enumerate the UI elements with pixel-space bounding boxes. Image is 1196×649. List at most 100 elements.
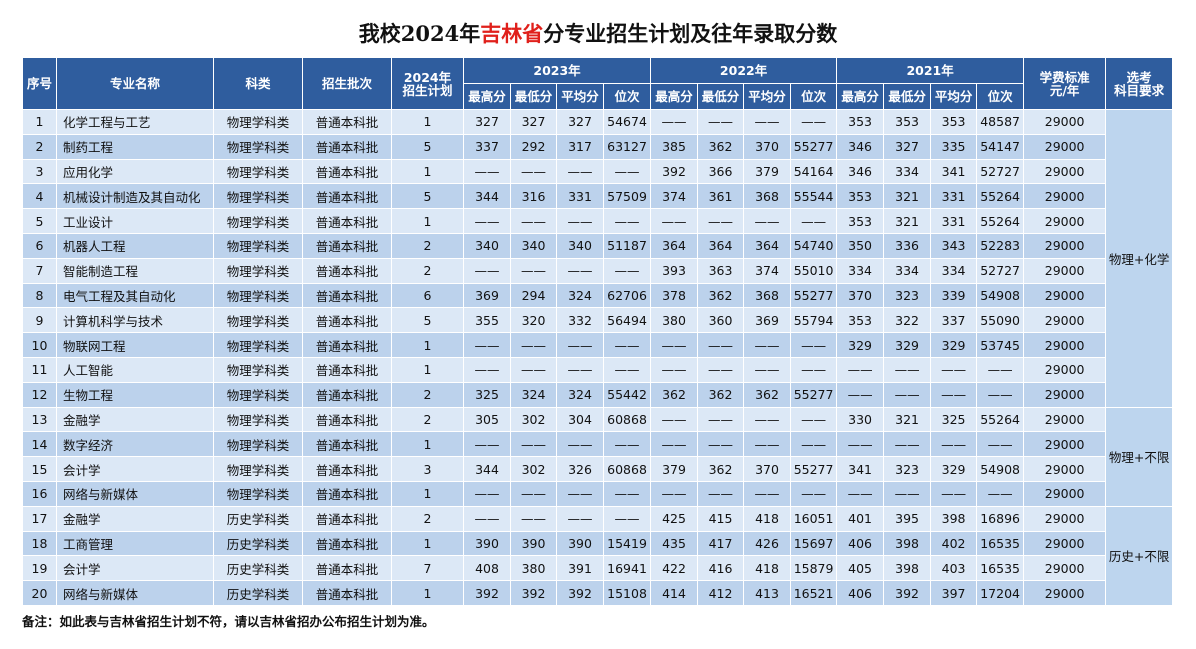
- major-name: 工业设计: [56, 208, 214, 234]
- table-cell: 366: [697, 158, 745, 185]
- major-name: 会计学: [56, 555, 214, 582]
- table-cell: 20: [22, 580, 57, 606]
- table-row: 14 数字经济 物理学科类 普通本科批 1 —— —— —— —— —— —— —— —— —— —— —— —…: [22, 431, 1173, 458]
- subject-requirement: 物理+化学: [1105, 109, 1174, 408]
- major-name: 人工智能: [56, 356, 214, 383]
- table-cell: 历史学科类: [213, 505, 303, 532]
- table-cell: 19: [22, 555, 57, 582]
- table-cell: ——: [510, 505, 557, 532]
- year-header: 2021年: [836, 57, 1025, 84]
- table-cell: ——: [650, 431, 699, 458]
- table-cell: ——: [556, 356, 604, 383]
- table-cell: 1: [391, 109, 464, 135]
- table-cell: 17: [22, 505, 57, 532]
- table-cell: 29000: [1023, 332, 1107, 358]
- table-cell: 325: [930, 406, 978, 433]
- table-cell: 普通本科批: [302, 257, 392, 284]
- table-cell: 425: [650, 505, 699, 532]
- table-cell: 369: [463, 282, 511, 309]
- table-cell: 337: [463, 133, 511, 160]
- table-cell: 55264: [976, 183, 1025, 210]
- table-cell: 29000: [1023, 456, 1107, 482]
- table-cell: 392: [463, 580, 511, 606]
- table-cell: 普通本科批: [302, 208, 392, 234]
- table-cell: 390: [510, 530, 557, 557]
- table-cell: ——: [650, 480, 699, 507]
- table-cell: 1: [391, 356, 464, 383]
- table-cell: 395: [883, 505, 932, 532]
- table-cell: ——: [602, 332, 652, 358]
- major-name: 制药工程: [56, 133, 214, 160]
- table-cell: ——: [930, 480, 978, 507]
- table-cell: ——: [510, 332, 557, 358]
- table-cell: 331: [930, 183, 978, 210]
- sub-header: 最低分: [697, 83, 745, 110]
- table-cell: 17204: [976, 580, 1025, 606]
- table-cell: 54147: [976, 133, 1025, 160]
- table-cell: 355: [463, 307, 511, 334]
- table-cell: 物理学科类: [213, 406, 303, 433]
- table-cell: 414: [650, 580, 699, 606]
- major-name: 金融学: [56, 505, 214, 532]
- table-cell: 317: [556, 133, 604, 160]
- major-name: 物联网工程: [56, 332, 214, 358]
- admission-table: 序号 专业名称 科类 招生批次 2024年 招生计划 2023年 2022年 2021年 学费标准…: [22, 57, 1174, 606]
- table-cell: 55010: [790, 257, 838, 284]
- table-cell: 物理学科类: [213, 480, 303, 507]
- table-cell: 55277: [790, 282, 838, 309]
- sub-header: 最高分: [463, 83, 511, 110]
- table-cell: 11: [22, 356, 57, 383]
- table-cell: 57509: [602, 183, 652, 210]
- table-row: 16 网络与新媒体 物理学科类 普通本科批 1 —— —— —— —— —— —— —— —— —— —— —…: [22, 480, 1173, 507]
- table-cell: ——: [602, 431, 652, 458]
- table-cell: 405: [836, 555, 885, 582]
- table-row: 17 金融学 历史学科类 普通本科批 2 —— —— —— —— 425 415 418 16051 40…: [22, 505, 1174, 606]
- table-cell: 362: [697, 282, 745, 309]
- table-cell: 398: [930, 505, 978, 532]
- table-cell: 363: [697, 257, 745, 284]
- table-cell: 物理学科类: [213, 133, 303, 160]
- table-cell: 340: [510, 232, 557, 259]
- table-cell: 321: [883, 208, 932, 234]
- table-cell: ——: [743, 332, 792, 358]
- table-cell: 353: [836, 307, 885, 334]
- table-cell: 29000: [1023, 480, 1107, 507]
- table-cell: 336: [883, 232, 932, 259]
- table-cell: 普通本科批: [302, 555, 392, 582]
- table-cell: 53745: [976, 332, 1025, 358]
- table-cell: 3: [22, 158, 57, 185]
- table-cell: 55277: [790, 381, 838, 408]
- table-cell: 327: [556, 109, 604, 135]
- table-cell: 历史学科类: [213, 530, 303, 557]
- table-cell: 物理学科类: [213, 109, 303, 135]
- title-text: 分专业招生计划及往年录取分数: [543, 21, 838, 46]
- table-cell: 55794: [790, 307, 838, 334]
- major-name: 应用化学: [56, 158, 214, 185]
- table-cell: 398: [883, 530, 932, 557]
- table-cell: 353: [836, 208, 885, 234]
- table-cell: ——: [510, 208, 557, 234]
- table-cell: ——: [743, 431, 792, 458]
- column-header: 学费标准 元/年: [1023, 57, 1107, 110]
- table-cell: 29000: [1023, 208, 1107, 234]
- table-cell: 普通本科批: [302, 431, 392, 458]
- table-cell: 418: [743, 555, 792, 582]
- table-cell: 60868: [602, 406, 652, 433]
- table-cell: ——: [510, 480, 557, 507]
- table-cell: ——: [697, 208, 745, 234]
- table-cell: ——: [463, 332, 511, 358]
- table-cell: 343: [930, 232, 978, 259]
- table-cell: ——: [836, 381, 885, 408]
- table-cell: ——: [510, 431, 557, 458]
- table-cell: 15108: [602, 580, 652, 606]
- table-cell: 1: [391, 530, 464, 557]
- sub-header: 位次: [790, 83, 838, 110]
- table-cell: 63127: [602, 133, 652, 160]
- table-cell: 401: [836, 505, 885, 532]
- table-cell: ——: [602, 257, 652, 284]
- table-row: 12 生物工程 物理学科类 普通本科批 2 325 324 324 55442 362 362 362…: [22, 381, 1173, 408]
- table-cell: 29000: [1023, 307, 1107, 334]
- major-name: 机械设计制造及其自动化: [56, 183, 214, 210]
- table-cell: 15: [22, 456, 57, 482]
- table-cell: 398: [883, 555, 932, 582]
